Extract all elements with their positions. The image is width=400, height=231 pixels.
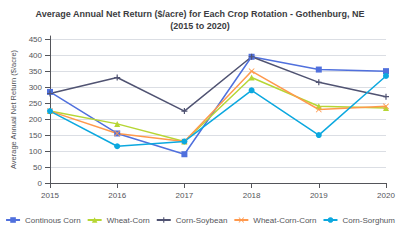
svg-text:2020: 2020 [377, 191, 395, 200]
svg-text:400: 400 [29, 51, 43, 60]
svg-text:300: 300 [29, 83, 43, 92]
svg-text:2015: 2015 [41, 191, 59, 200]
svg-text:Continous Corn: Continous Corn [25, 216, 81, 225]
svg-text:Wheat-Corn-Corn: Wheat-Corn-Corn [253, 216, 316, 225]
svg-text:450: 450 [29, 35, 43, 44]
svg-text:150: 150 [29, 131, 43, 140]
svg-text:Corn-Sorghum: Corn-Sorghum [342, 216, 395, 225]
svg-text:Wheat-Corn: Wheat-Corn [107, 216, 150, 225]
svg-text:50: 50 [33, 163, 42, 172]
svg-text:Corn-Soybean: Corn-Soybean [176, 216, 228, 225]
svg-text:100: 100 [29, 147, 43, 156]
svg-text:200: 200 [29, 115, 43, 124]
svg-text:2018: 2018 [243, 191, 261, 200]
svg-text:2019: 2019 [310, 191, 328, 200]
svg-text:2017: 2017 [176, 191, 194, 200]
svg-text:Average Annual Net Return ($/a: Average Annual Net Return ($/acre) for E… [36, 9, 365, 19]
svg-text:2016: 2016 [108, 191, 126, 200]
svg-text:(2015 to 2020): (2015 to 2020) [170, 21, 230, 31]
svg-text:Average Annual Net Return ($/a: Average Annual Net Return ($/acre) [9, 49, 18, 169]
svg-text:250: 250 [29, 99, 43, 108]
svg-text:350: 350 [29, 67, 43, 76]
svg-text:0: 0 [38, 179, 43, 188]
